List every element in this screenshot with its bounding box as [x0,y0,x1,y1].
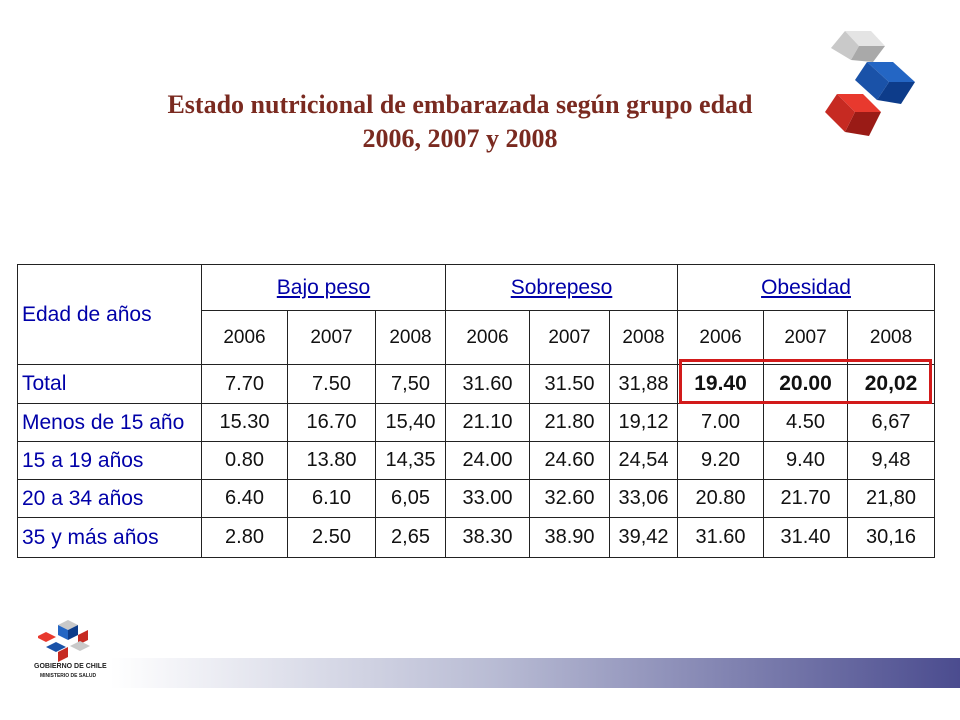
table-cell: 21.80 [529,403,610,442]
table-row: 20 a 34 años 6.40 6.10 6,05 33.00 32.60 … [17,479,936,518]
year-header: 2008 [375,310,446,365]
table-cell: 9,48 [847,441,936,480]
table-cell: 7.50 [287,364,376,404]
table-cell: 33.00 [445,479,530,518]
table-cell: 38.90 [529,517,610,558]
table-cell: 7.00 [677,403,765,442]
table-cell: 6,05 [375,479,446,518]
table-cell: 31.40 [763,517,849,558]
table-group-header-row: Edad de años Bajo peso Sobrepeso Obesida… [17,264,936,365]
table-cell: 24.00 [445,441,530,480]
footer-gradient-bar [110,658,960,688]
year-header: 2007 [529,310,610,365]
table-cell: 6,67 [847,403,936,442]
table-cell: 9.40 [763,441,849,480]
row-label: 35 y más años [17,517,202,558]
table-cell: 15,40 [375,403,446,442]
table-cell: 33,06 [608,479,679,518]
obesity-total-highlight-box [679,359,932,404]
ministry-cubes-logo-icon [825,31,915,136]
nutrition-table: Edad de años Bajo peso Sobrepeso Obesida… [17,264,936,558]
table-cell: 24.60 [529,441,610,480]
table-cell: 39,42 [608,517,679,558]
title-line-2: 2006, 2007 y 2008 [362,124,558,153]
group-header-sobrepeso: Sobrepeso [444,264,679,311]
gov-name-line: GOBIERNO DE CHILE [34,663,107,670]
table-cell: 38.30 [445,517,530,558]
year-header: 2006 [201,310,288,365]
table-cell: 7.70 [201,364,288,404]
table-cell: 2.50 [287,517,376,558]
table-cell: 19,12 [608,403,679,442]
table-cell: 6.40 [201,479,288,518]
table-cell: 16.70 [287,403,376,442]
table-cell: 31.50 [529,364,610,404]
group-header-bajo-peso: Bajo peso [201,264,446,311]
table-row: Menos de 15 año 15.30 16.70 15,40 21.10 … [17,403,936,442]
table-cell: 6.10 [287,479,376,518]
year-header: 2008 [608,310,679,365]
table-cell: 31,88 [608,364,679,404]
row-label: Menos de 15 año [17,403,202,442]
row-header-label: Edad de años [17,264,202,365]
table-cell: 7,50 [375,364,446,404]
ministry-name-line: MINISTERIO DE SALUD [40,673,97,679]
row-label: 20 a 34 años [17,479,202,518]
table-cell-highlighted: 20.00 [763,364,849,404]
title-line-1: Estado nutricional de embarazada según g… [167,90,753,119]
table-cell: 31.60 [677,517,765,558]
year-header: 2007 [763,310,849,365]
table-cell: 15.30 [201,403,288,442]
slide-title: Estado nutricional de embarazada según g… [40,88,880,156]
group-header-obesidad: Obesidad [677,264,936,311]
table-cell: 32.60 [529,479,610,518]
table-row-total: Total 7.70 7.50 7,50 31.60 31.50 31,88 1… [17,364,936,404]
year-header: 2008 [847,310,936,365]
table-cell: 2.80 [201,517,288,558]
table-cell-highlighted: 20,02 [847,364,936,404]
table-cell: 21.10 [445,403,530,442]
year-header: 2006 [677,310,765,365]
table-cell: 24,54 [608,441,679,480]
row-label: 15 a 19 años [17,441,202,480]
table-row: 15 a 19 años 0.80 13.80 14,35 24.00 24.6… [17,441,936,480]
table-cell: 31.60 [445,364,530,404]
table-cell: 20.80 [677,479,765,518]
year-header: 2006 [445,310,530,365]
year-header: 2007 [287,310,376,365]
table-cell: 13.80 [287,441,376,480]
table-cell: 4.50 [763,403,849,442]
table-cell: 9.20 [677,441,765,480]
table-cell: 21,80 [847,479,936,518]
gobierno-de-chile-emblem-icon [38,620,90,662]
table-row: 35 y más años 2.80 2.50 2,65 38.30 38.90… [17,517,936,558]
row-label: Total [17,364,202,404]
table-cell: 2,65 [375,517,446,558]
table-cell: 0.80 [201,441,288,480]
table-cell: 21.70 [763,479,849,518]
table-cell: 30,16 [847,517,936,558]
table-cell: 14,35 [375,441,446,480]
table-cell-highlighted: 19.40 [677,364,765,404]
